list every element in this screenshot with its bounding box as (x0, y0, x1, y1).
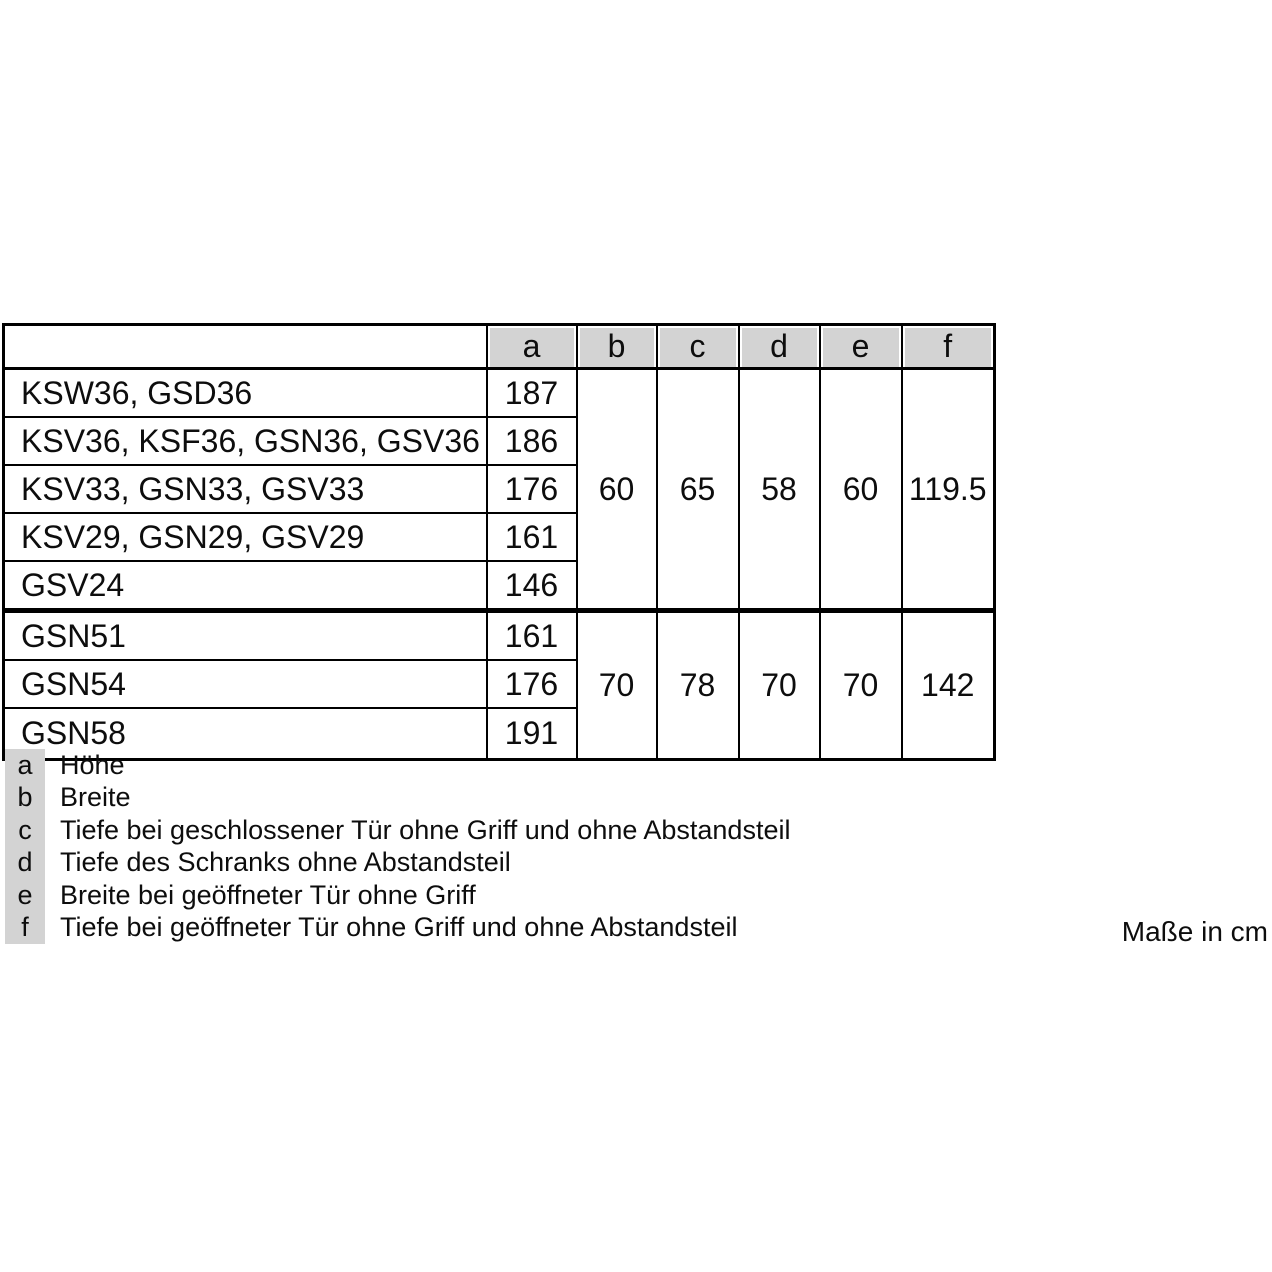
table-row: KSV29, GSN29, GSV29 161 (2, 512, 995, 562)
legend-label: Breite bei geöffneter Tür ohne Griff (60, 879, 476, 910)
dim-a-cell: 186 (485, 416, 578, 466)
legend-label: Tiefe des Schranks ohne Abstandsteil (60, 847, 511, 878)
table-row: GSN54 176 (2, 659, 995, 709)
col-header-d: d (737, 323, 821, 370)
legend-label: Breite (60, 782, 131, 813)
legend-key: f (5, 911, 45, 944)
legend-key: b (5, 781, 45, 814)
legend-item: b Breite (5, 781, 790, 814)
header-row: a b c d e f (2, 323, 996, 370)
model-cell: KSV29, GSN29, GSV29 (2, 512, 488, 562)
model-cell: KSV33, GSN33, GSV33 (2, 464, 488, 514)
model-cell: GSV24 (2, 560, 488, 612)
dim-d-merged-cell: 70 (737, 608, 821, 761)
dim-a-cell: 161 (485, 512, 578, 562)
table-row: GSN58 191 (2, 707, 995, 761)
dim-e-merged-cell: 60 (818, 367, 903, 612)
dim-a-cell: 187 (485, 367, 578, 418)
dim-d-merged-cell: 58 (737, 367, 821, 612)
table-row: GSV24 146 (2, 560, 995, 612)
legend-label: Tiefe bei geöffneter Tür ohne Griff und … (60, 912, 738, 943)
dim-a-cell: 191 (485, 707, 578, 761)
legend-item: c Tiefe bei geschlossener Tür ohne Griff… (5, 814, 790, 847)
dim-b-merged-cell: 60 (575, 367, 658, 612)
col-header-b: b (575, 323, 658, 370)
dim-a-cell: 176 (485, 464, 578, 514)
units-note: Maße in cm (1121, 916, 1268, 947)
model-cell: GSN58 (2, 707, 488, 761)
table-row: GSN51 161 70 78 70 70 142 (2, 608, 996, 761)
legend-label: Tiefe bei geschlossener Tür ohne Griff u… (60, 814, 791, 845)
legend-item: a Höhe (5, 749, 790, 782)
model-cell: GSN54 (2, 659, 488, 709)
model-cell: KSW36, GSD36 (2, 367, 488, 418)
legend-key: c (5, 814, 45, 847)
legend: a Höhe b Breite c Tiefe bei geschlossene… (5, 749, 790, 944)
legend-key: a (5, 749, 45, 782)
table-row: KSW36, GSD36 187 60 65 58 60 119.5 (2, 367, 996, 612)
dim-f-merged-cell: 142 (900, 608, 996, 761)
dim-c-merged-cell: 78 (655, 608, 740, 761)
dim-a-cell: 176 (485, 659, 578, 709)
col-header-e: e (818, 323, 903, 370)
legend-item: d Tiefe des Schranks ohne Abstandsteil (5, 846, 790, 879)
legend-item: e Breite bei geöffneter Tür ohne Griff (5, 879, 790, 912)
dim-a-cell: 161 (485, 608, 578, 661)
legend-key: d (5, 846, 45, 879)
legend-label: Höhe (60, 749, 125, 780)
col-header-f: f (900, 323, 996, 370)
col-header-c: c (655, 323, 740, 370)
table-row: KSV33, GSN33, GSV33 176 (2, 464, 995, 514)
legend-key: e (5, 879, 45, 912)
dim-b-merged-cell: 70 (575, 608, 658, 761)
dim-c-merged-cell: 65 (655, 367, 740, 612)
dimensions-table: a b c d e f KSW36, GSD36 187 60 65 58 60… (2, 323, 996, 761)
dim-e-merged-cell: 70 (818, 608, 903, 761)
model-cell: GSN51 (2, 608, 488, 661)
table-row: KSV36, KSF36, GSN36, GSV36 186 (2, 416, 995, 466)
dim-f-merged-cell: 119.5 (900, 367, 996, 612)
col-header-a: a (485, 323, 578, 370)
table-corner-cell (2, 323, 488, 370)
legend-item: f Tiefe bei geöffneter Tür ohne Griff un… (5, 911, 790, 944)
dim-a-cell: 146 (485, 560, 578, 612)
model-cell: KSV36, KSF36, GSN36, GSV36 (2, 416, 488, 466)
